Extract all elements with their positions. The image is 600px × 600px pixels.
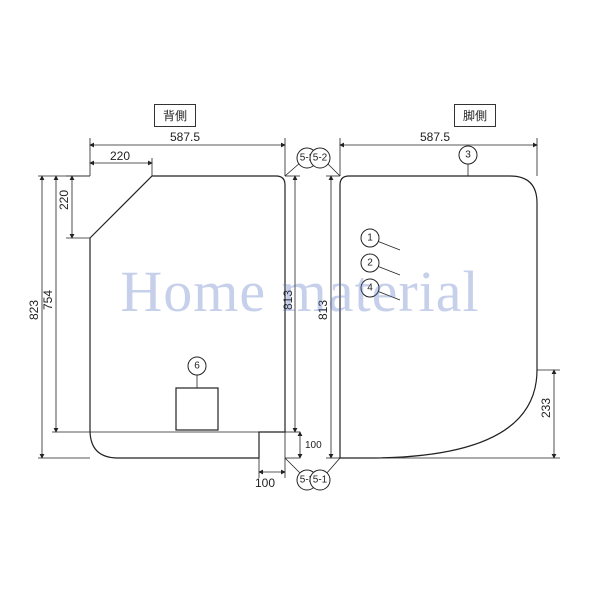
- dim-right-height-left: 813: [316, 300, 330, 320]
- svg-text:6: 6: [194, 361, 200, 372]
- callout-6: 6: [188, 357, 206, 388]
- dim-left-chamfer-x: 220: [110, 149, 130, 163]
- callout-4: 4: [361, 279, 400, 300]
- dim-left-height-outer: 823: [27, 300, 41, 320]
- left-panel-shape: [90, 176, 285, 458]
- dim-left-top-width: 587.5: [170, 130, 200, 144]
- dim-left-height-inner: 754: [41, 290, 55, 310]
- callout-5-2-right: 5-2: [310, 148, 340, 176]
- dim-right-curve-y: 233: [539, 398, 553, 418]
- callout-2: 2: [361, 254, 400, 275]
- callout-1: 1: [361, 229, 400, 250]
- callout-5-1: 5-1: [310, 458, 340, 490]
- right-panel-shape: [340, 176, 537, 458]
- dim-left-height-right: 813: [281, 290, 295, 310]
- technical-drawing: 587.5 220 220 823 754 813 100 100 5-2 5-…: [0, 0, 600, 600]
- dim-right-top-width: 587.5: [420, 130, 450, 144]
- callout-3: 3: [459, 146, 477, 176]
- dim-left-inset-x: 100: [255, 476, 275, 490]
- svg-text:2: 2: [367, 258, 373, 269]
- inset-box: [176, 388, 218, 430]
- dim-left-inset-y: 100: [305, 440, 322, 451]
- dim-left-chamfer-y: 220: [57, 190, 71, 210]
- svg-text:5-1: 5-1: [313, 475, 328, 486]
- svg-text:4: 4: [367, 283, 373, 294]
- svg-text:5-2: 5-2: [313, 153, 328, 164]
- svg-text:1: 1: [367, 233, 373, 244]
- svg-text:3: 3: [465, 150, 471, 161]
